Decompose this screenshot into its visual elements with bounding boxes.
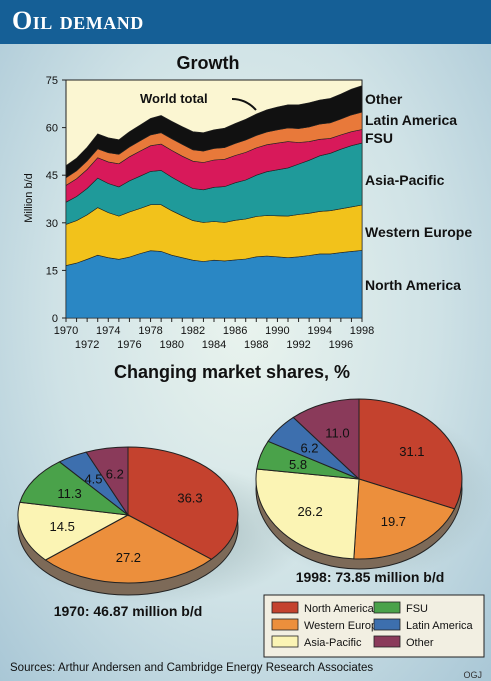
- series-label-western-europe: Western Europe: [365, 224, 472, 240]
- world-total-annotation: World total: [140, 91, 208, 106]
- legend-label-asia-pacific: Asia-Pacific: [304, 637, 362, 649]
- x-tick-label: 1980: [159, 339, 183, 351]
- ogj-credit: OGJ: [463, 670, 482, 680]
- pie-slice-other: [292, 398, 360, 481]
- growth-axes: 0 15 30 45 60 75 1970 1974 1978 1982 1986 1990 1994 1…: [46, 75, 374, 351]
- pie-value-label: 11.0: [325, 425, 349, 440]
- legend-swatch-latin-america: [373, 618, 401, 631]
- y-tick-label: 15: [46, 265, 58, 277]
- pie-slice-western-europe: [44, 514, 213, 584]
- pie-1970: 36.3 27.2 14.5 11.34.5 6.2: [17, 446, 239, 596]
- legend-label-western-europe: Western Europe: [304, 620, 383, 632]
- pie-1998: 31.1 19.7 26.2 5.86.2 11.0: [255, 398, 463, 570]
- pie-slice-fsu: [19, 461, 130, 516]
- pie-slice-north-america: [358, 398, 463, 510]
- infographic-title: Oil demand: [12, 6, 144, 35]
- pie-value-label: 6.2: [106, 467, 124, 482]
- pie-value-label: 36.3: [177, 490, 202, 505]
- area-series-other: [65, 85, 363, 179]
- y-tick-label: 75: [46, 75, 58, 87]
- legend-swatch-other: [373, 635, 401, 648]
- x-tick-label: 1978: [138, 325, 162, 337]
- x-tick-label: 1998: [350, 325, 374, 337]
- series-label-asia-pacific: Asia-Pacific: [365, 172, 445, 188]
- pie-slice-asia-pacific: [17, 501, 130, 561]
- pie-section-title: Changing market shares, %: [114, 362, 350, 382]
- pie-slice-asia-pacific: [255, 468, 360, 560]
- legend-label-fsu: FSU: [406, 603, 428, 615]
- pie-value-label: 5.8: [289, 457, 307, 472]
- x-tick-label: 1974: [96, 325, 120, 337]
- x-tick-label: 1984: [202, 339, 226, 351]
- legend-label-north-america: North America: [304, 603, 375, 615]
- growth-y-axis-label: Million b/d: [23, 173, 35, 223]
- x-tick-label: 1982: [181, 325, 205, 337]
- legend-swatch-north-america: [271, 601, 299, 614]
- sources-note: Sources: Arthur Andersen and Cambridge E…: [10, 662, 373, 674]
- legend-label-other: Other: [406, 637, 434, 649]
- growth-area-layers: [65, 85, 363, 319]
- pie-value-label: 4.5: [84, 472, 102, 487]
- growth-chart-title: Growth: [177, 53, 240, 73]
- pie-value-label: 26.2: [297, 504, 322, 519]
- series-label-north-america: North America: [365, 277, 461, 293]
- pie-slice-western-europe: [353, 478, 456, 560]
- pie-value-label: 6.2: [300, 441, 318, 456]
- pie-value-label: 27.2: [116, 550, 141, 565]
- x-tick-label: 1996: [329, 339, 353, 351]
- x-tick-label: 1994: [307, 325, 331, 337]
- y-tick-label: 0: [52, 313, 58, 325]
- y-tick-label: 30: [46, 218, 58, 230]
- pie-value-label: 14.5: [50, 519, 75, 534]
- pie-1970-caption: 1970: 46.87 million b/d: [54, 603, 203, 619]
- pie-value-label: 31.1: [399, 444, 424, 459]
- legend-label-latin-america: Latin America: [406, 620, 474, 632]
- legend-swatch-asia-pacific: [271, 635, 299, 648]
- x-tick-label: 1972: [75, 339, 99, 351]
- area-series-north-america: [65, 250, 363, 319]
- x-tick-label: 1990: [265, 325, 289, 337]
- series-label-latin-america: Latin America: [365, 112, 457, 128]
- x-tick-label: 1992: [286, 339, 310, 351]
- x-tick-label: 1986: [223, 325, 247, 337]
- pie-value-label: 11.3: [57, 486, 81, 501]
- pie-1998-caption: 1998: 73.85 million b/d: [296, 569, 445, 585]
- x-tick-label: 1988: [244, 339, 268, 351]
- x-tick-label: 1970: [54, 325, 78, 337]
- world-total-arrow: [231, 98, 257, 111]
- y-tick-label: 45: [46, 170, 58, 182]
- title-bar: Oil demand: [0, 0, 491, 44]
- legend-swatch-fsu: [373, 601, 401, 614]
- legend-swatch-western-europe: [271, 618, 299, 631]
- pie-slice-north-america: [127, 446, 239, 560]
- pie-slice-other: [85, 446, 129, 517]
- y-tick-label: 60: [46, 123, 58, 135]
- x-tick-label: 1976: [117, 339, 141, 351]
- pie-legend-items: North America FSU Western Europe Latin Amer…: [271, 601, 474, 649]
- series-label-fsu: FSU: [365, 130, 393, 146]
- pie-value-label: 19.7: [381, 514, 406, 529]
- series-label-other: Other: [365, 91, 403, 107]
